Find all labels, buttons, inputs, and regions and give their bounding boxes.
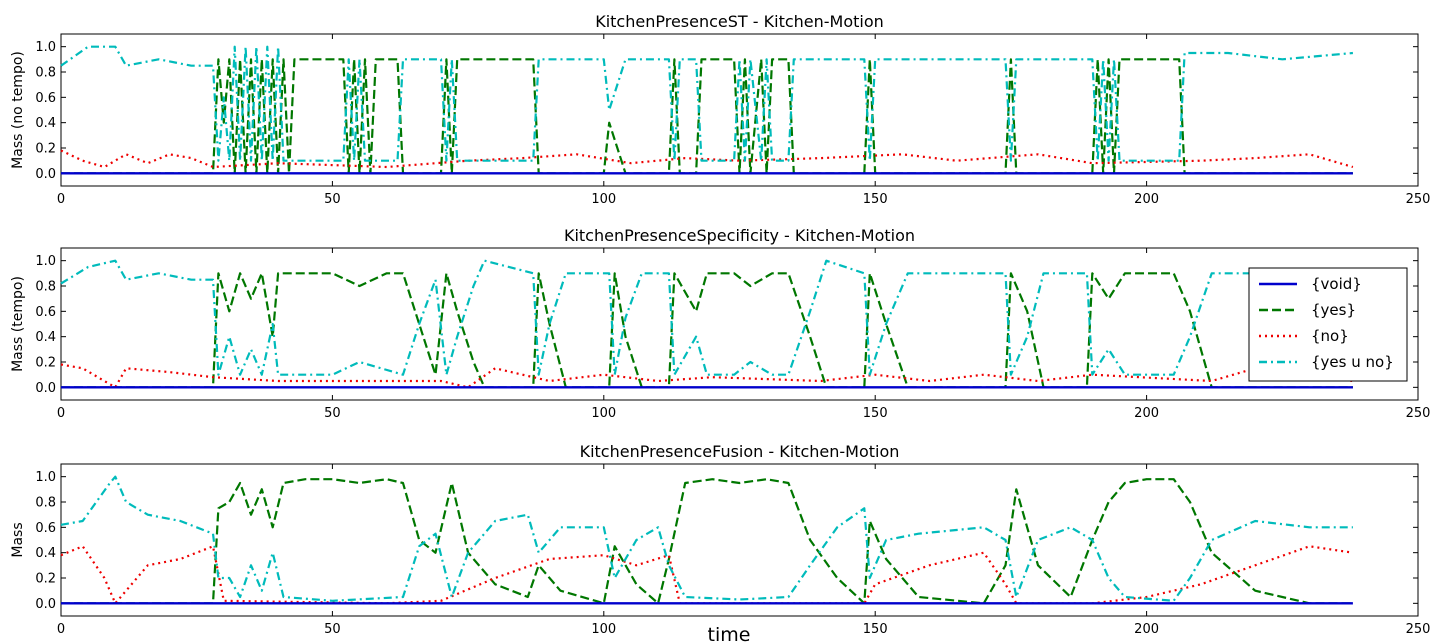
y-tick-label: 1.0: [35, 470, 56, 485]
y-tick-label: 0.0: [35, 597, 56, 612]
panel-title: KitchenPresenceSpecificity - Kitchen-Mot…: [564, 226, 915, 245]
x-tick-label: 250: [1406, 406, 1430, 421]
y-tick-label: 1.0: [35, 40, 56, 55]
y-tick-label: 0.6: [35, 91, 56, 106]
x-tick-label: 200: [1134, 192, 1159, 207]
legend-entry: {void}: [1311, 275, 1362, 293]
series-line-yes-u-no: [61, 261, 1353, 375]
y-tick-label: 0.2: [35, 142, 56, 157]
x-tick-label: 250: [1406, 622, 1430, 637]
x-tick-label: 150: [863, 622, 888, 637]
x-tick-label: 0: [57, 622, 65, 637]
y-tick-label: 0.2: [35, 356, 56, 371]
x-tick-label: 50: [324, 192, 341, 207]
y-tick-label: 0.8: [35, 66, 56, 81]
y-tick-label: 0.4: [35, 116, 56, 131]
y-axis-label: Mass (no tempo): [10, 51, 26, 169]
x-tick-label: 150: [863, 192, 888, 207]
x-tick-label: 0: [57, 406, 65, 421]
panel-3: KitchenPresenceFusion - Kitchen-Motion Ma…: [10, 442, 1430, 637]
y-axis-label: Mass: [10, 522, 26, 557]
series-line-yes: [61, 59, 1353, 173]
series-line-yes-u-no: [61, 47, 1353, 161]
y-tick-label: 0.0: [35, 167, 56, 182]
panel-title: KitchenPresenceFusion - Kitchen-Motion: [580, 442, 900, 461]
series-line-yes: [61, 273, 1353, 387]
x-tick-label: 50: [324, 406, 341, 421]
y-tick-label: 0.8: [35, 280, 56, 295]
y-tick-label: 0.4: [35, 330, 56, 345]
x-tick-label: 0: [57, 192, 65, 207]
y-tick-label: 1.0: [35, 254, 56, 269]
x-tick-label: 100: [591, 622, 616, 637]
legend-entry: {yes}: [1311, 301, 1356, 319]
x-tick-label: 200: [1134, 406, 1159, 421]
x-tick-label: 250: [1406, 192, 1430, 207]
plot-frame: [61, 248, 1418, 400]
series-line-yes: [61, 479, 1353, 603]
series-line-no: [61, 365, 1353, 388]
x-tick-label: 200: [1134, 622, 1159, 637]
y-tick-label: 0.0: [35, 381, 56, 396]
x-tick-label: 150: [863, 406, 888, 421]
x-axis-label: time: [708, 624, 751, 644]
legend: {void} {yes} {no} {yes u no}: [1249, 268, 1407, 381]
y-tick-label: 0.2: [35, 572, 56, 587]
panel-title: KitchenPresenceST - Kitchen-Motion: [595, 12, 884, 31]
y-tick-label: 0.6: [35, 521, 56, 536]
y-tick-label: 0.8: [35, 496, 56, 511]
y-tick-label: 0.4: [35, 546, 56, 561]
series-line-yes-u-no: [61, 477, 1353, 601]
panel-2: KitchenPresenceSpecificity - Kitchen-Mot…: [10, 226, 1430, 421]
plot-frame: [61, 464, 1418, 616]
x-tick-label: 100: [591, 406, 616, 421]
legend-entry: {yes u no}: [1311, 353, 1394, 371]
panel-1: KitchenPresenceST - Kitchen-Motion Mass (…: [10, 12, 1430, 207]
x-tick-label: 100: [591, 192, 616, 207]
y-axis-label: Mass (tempo): [10, 276, 26, 372]
y-tick-label: 0.6: [35, 305, 56, 320]
legend-entry: {no}: [1311, 327, 1349, 345]
x-tick-label: 50: [324, 622, 341, 637]
